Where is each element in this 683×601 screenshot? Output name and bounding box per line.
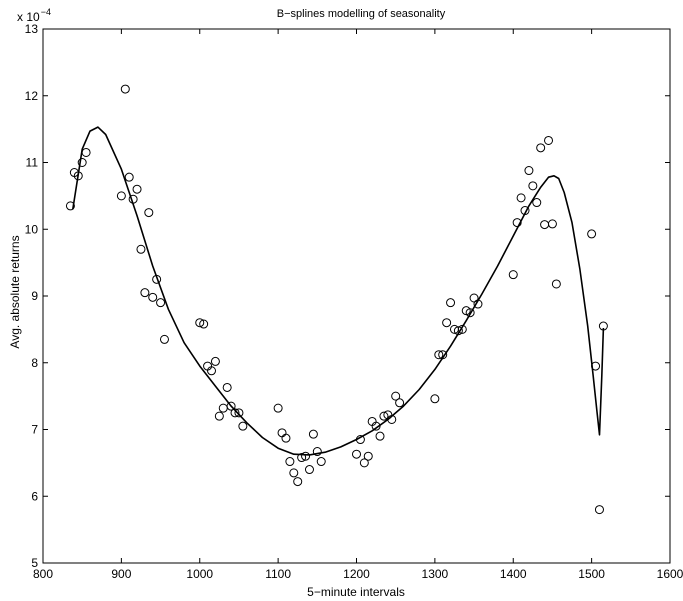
data-point — [210, 356, 220, 366]
data-point — [516, 193, 526, 203]
x-axis-label: 5−minute intervals — [307, 585, 405, 599]
x-tick-label: 1300 — [422, 567, 449, 581]
data-point — [195, 318, 205, 328]
data-point — [144, 208, 154, 218]
data-point — [587, 229, 597, 239]
data-point — [371, 421, 381, 431]
y-tick-label: 11 — [26, 156, 39, 170]
y-tick-label: 6 — [31, 489, 38, 503]
x-tick-label: 1400 — [500, 567, 527, 581]
data-point — [234, 408, 244, 418]
data-point — [375, 431, 385, 441]
data-point — [222, 382, 232, 392]
data-point — [116, 191, 126, 201]
x-tick-label: 1000 — [186, 567, 213, 581]
data-point — [594, 505, 604, 515]
data-point — [524, 166, 534, 176]
y-tick-label: 10 — [25, 222, 39, 236]
data-point — [136, 244, 146, 254]
data-point — [430, 394, 440, 404]
data-point — [434, 350, 444, 360]
y-tick-label: 8 — [31, 356, 38, 370]
data-point — [214, 411, 224, 421]
data-point — [285, 457, 295, 467]
data-point — [301, 451, 311, 461]
plot-area: 800 900 1000 1100 1200 1300 1400 1500 1600 5 6 7 8 9 1… — [25, 22, 683, 581]
data-point — [238, 421, 248, 431]
data-point — [273, 403, 283, 413]
data-point — [442, 318, 452, 328]
data-point — [446, 298, 456, 308]
data-point — [536, 143, 546, 153]
data-point — [395, 398, 405, 408]
y-tick-label: 7 — [31, 423, 38, 437]
data-point — [132, 184, 142, 194]
data-point — [148, 292, 158, 302]
y-tick-label: 12 — [25, 89, 39, 103]
data-point — [308, 429, 318, 439]
x-tick-label: 800 — [33, 567, 53, 581]
data-point — [352, 449, 361, 459]
data-point — [230, 408, 240, 418]
spline-fit-line — [72, 126, 605, 456]
y-axis-label: Avg. absolute returns — [8, 235, 22, 348]
data-point — [81, 147, 91, 157]
chart-title: B−splines modelling of seasonality — [277, 8, 446, 20]
data-point — [293, 477, 303, 487]
data-point — [297, 453, 307, 463]
data-point — [528, 181, 538, 191]
data-point — [312, 447, 322, 457]
data-point — [159, 334, 169, 344]
data-point — [207, 366, 217, 376]
data-point — [226, 401, 236, 411]
data-point — [363, 451, 373, 461]
data-point — [391, 391, 401, 401]
data-point — [281, 433, 291, 443]
x-tick-label: 1600 — [657, 567, 683, 581]
y-tick-label: 13 — [25, 22, 39, 36]
y-tick-label: 5 — [31, 556, 38, 570]
data-point — [199, 319, 209, 329]
data-point — [140, 288, 150, 298]
data-point — [465, 308, 475, 318]
data-point — [359, 458, 369, 468]
data-point — [77, 158, 87, 167]
data-point — [457, 324, 467, 334]
x-tick-label: 1500 — [578, 567, 605, 581]
y-exponent-label: x 10−4 — [17, 7, 51, 24]
data-point — [540, 220, 550, 230]
y-exponent-power: −4 — [41, 7, 51, 17]
data-point — [289, 468, 299, 478]
x-tick-label: 1100 — [265, 567, 291, 581]
y-exponent-base: x 10 — [17, 10, 40, 24]
data-point — [512, 218, 522, 228]
y-tick-label: 9 — [31, 289, 38, 303]
data-point — [508, 270, 518, 280]
data-point — [156, 298, 166, 308]
x-tick-label: 1200 — [343, 567, 370, 581]
data-point — [65, 201, 75, 211]
data-point — [547, 219, 557, 229]
data-point — [124, 172, 134, 182]
data-point — [551, 279, 561, 289]
data-point — [304, 465, 314, 475]
data-point — [120, 84, 130, 94]
data-point — [379, 411, 389, 421]
data-point — [469, 293, 479, 303]
data-point — [277, 428, 287, 438]
data-point — [218, 403, 228, 413]
data-point — [532, 198, 542, 208]
plot-frame — [42, 28, 671, 564]
data-point — [316, 457, 326, 467]
x-tick-label: 900 — [111, 567, 131, 581]
data-point — [544, 135, 554, 145]
